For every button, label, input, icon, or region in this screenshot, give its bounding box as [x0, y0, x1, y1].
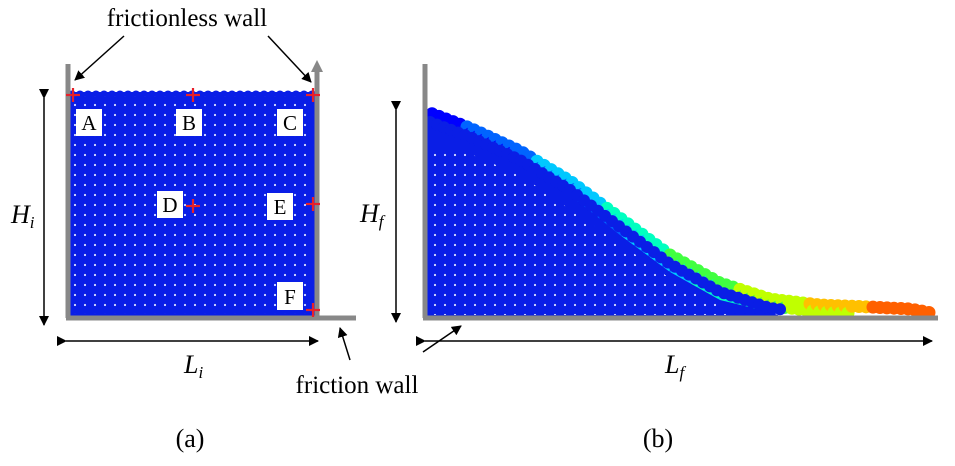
point-f-text: F — [284, 285, 296, 309]
point-label-e: E — [267, 193, 293, 220]
marker-c — [306, 88, 320, 102]
point-c-text: C — [283, 111, 297, 135]
point-a-text: A — [81, 111, 97, 135]
marker-a — [66, 88, 80, 102]
point-d-text: D — [162, 193, 177, 217]
li-label: Li — [183, 350, 203, 382]
frictionless-arrow-left — [74, 35, 125, 81]
frictionless-wall-label: frictionless wall — [107, 5, 267, 32]
point-label-d: D — [157, 191, 183, 218]
measurement-markers — [66, 88, 320, 317]
panel-b: Hf Lf (b) — [359, 64, 938, 453]
hi-label: Hi — [10, 200, 35, 232]
point-label-a: A — [76, 109, 102, 136]
marker-b — [186, 88, 200, 102]
hf-label: Hf — [359, 199, 386, 231]
point-e-text: E — [274, 195, 287, 219]
panel-a: A B C D E F — [10, 5, 356, 453]
marker-e — [306, 197, 320, 211]
frictionless-arrow-right — [267, 35, 312, 83]
point-label-f: F — [277, 282, 303, 310]
friction-arrow-a — [337, 327, 351, 361]
friction-wall-label: friction wall — [296, 372, 419, 399]
panel-a-caption: (a) — [176, 424, 205, 453]
point-label-b: B — [176, 109, 202, 136]
particle-grid-b — [428, 150, 728, 315]
panel-b-caption: (b) — [643, 424, 673, 453]
wall-arrow-head — [311, 60, 323, 72]
lf-label: Lf — [664, 350, 686, 382]
point-b-text: B — [182, 111, 196, 135]
point-label-c: C — [277, 109, 303, 136]
friction-arrow-b — [422, 325, 462, 353]
marker-f — [306, 303, 320, 317]
marker-d — [186, 199, 200, 213]
